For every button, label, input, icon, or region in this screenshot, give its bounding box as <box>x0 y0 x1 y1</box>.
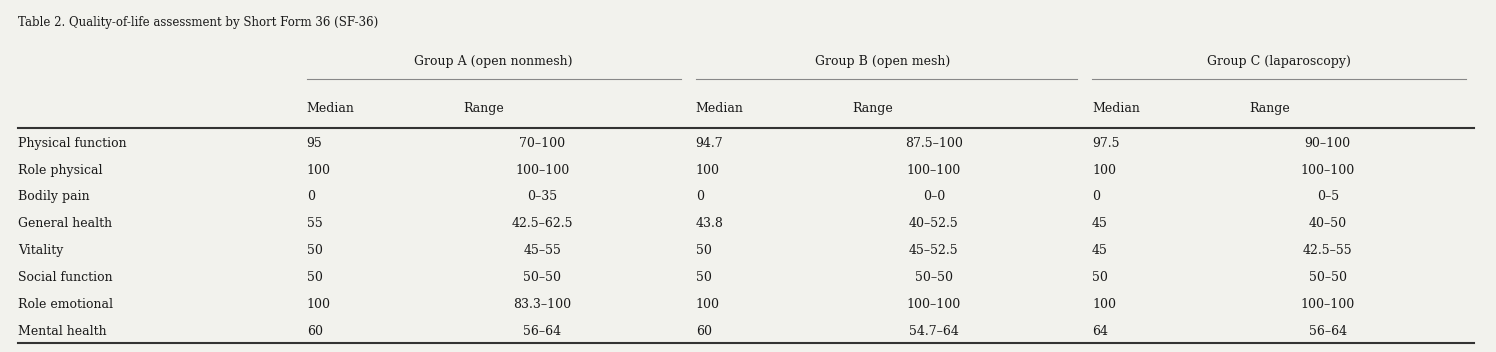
Text: Range: Range <box>464 102 504 115</box>
Text: 56–64: 56–64 <box>524 325 561 338</box>
Text: 50: 50 <box>696 271 712 284</box>
Text: 42.5–62.5: 42.5–62.5 <box>512 217 573 230</box>
Text: Group B (open mesh): Group B (open mesh) <box>815 55 950 68</box>
Text: 50: 50 <box>307 244 323 257</box>
Text: 83.3–100: 83.3–100 <box>513 298 571 311</box>
Text: 0: 0 <box>1092 190 1100 203</box>
Text: 87.5–100: 87.5–100 <box>905 137 963 150</box>
Text: 50: 50 <box>1092 271 1109 284</box>
Text: 70–100: 70–100 <box>519 137 565 150</box>
Text: Group A (open nonmesh): Group A (open nonmesh) <box>414 55 573 68</box>
Text: 40–50: 40–50 <box>1309 217 1346 230</box>
Text: Table 2. Quality-of-life assessment by Short Form 36 (SF-36): Table 2. Quality-of-life assessment by S… <box>18 16 378 29</box>
Text: 45–52.5: 45–52.5 <box>910 244 959 257</box>
Text: 100: 100 <box>1092 164 1116 177</box>
Text: 45: 45 <box>1092 217 1109 230</box>
Text: 0: 0 <box>307 190 314 203</box>
Text: 100–100: 100–100 <box>907 298 960 311</box>
Text: Social function: Social function <box>18 271 112 284</box>
Text: 95: 95 <box>307 137 323 150</box>
Text: Median: Median <box>696 102 744 115</box>
Text: 40–52.5: 40–52.5 <box>910 217 959 230</box>
Text: 50–50: 50–50 <box>524 271 561 284</box>
Text: Role physical: Role physical <box>18 164 102 177</box>
Text: 43.8: 43.8 <box>696 217 724 230</box>
Text: 54.7–64: 54.7–64 <box>910 325 959 338</box>
Text: 0–0: 0–0 <box>923 190 945 203</box>
Text: 42.5–55: 42.5–55 <box>1303 244 1352 257</box>
Text: 100–100: 100–100 <box>1300 298 1355 311</box>
Text: 100: 100 <box>696 164 720 177</box>
Text: General health: General health <box>18 217 112 230</box>
Text: 100: 100 <box>307 164 331 177</box>
Text: 64: 64 <box>1092 325 1109 338</box>
Text: 50: 50 <box>307 271 323 284</box>
Text: 55: 55 <box>307 217 323 230</box>
Text: 0–5: 0–5 <box>1316 190 1339 203</box>
Text: 45–55: 45–55 <box>524 244 561 257</box>
Text: Range: Range <box>1249 102 1290 115</box>
Text: 100–100: 100–100 <box>1300 164 1355 177</box>
Text: 100–100: 100–100 <box>515 164 570 177</box>
Text: Range: Range <box>853 102 893 115</box>
Text: Vitality: Vitality <box>18 244 63 257</box>
Text: 100: 100 <box>307 298 331 311</box>
Text: 97.5: 97.5 <box>1092 137 1119 150</box>
Text: 100: 100 <box>696 298 720 311</box>
Text: Bodily pain: Bodily pain <box>18 190 90 203</box>
Text: Physical function: Physical function <box>18 137 127 150</box>
Text: 0: 0 <box>696 190 703 203</box>
Text: 56–64: 56–64 <box>1309 325 1346 338</box>
Text: Group C (laparoscopy): Group C (laparoscopy) <box>1207 55 1351 68</box>
Text: 60: 60 <box>696 325 712 338</box>
Text: Median: Median <box>307 102 355 115</box>
Text: 100–100: 100–100 <box>907 164 960 177</box>
Text: Mental health: Mental health <box>18 325 106 338</box>
Text: 50–50: 50–50 <box>916 271 953 284</box>
Text: 45: 45 <box>1092 244 1109 257</box>
Text: 50–50: 50–50 <box>1309 271 1346 284</box>
Text: 100: 100 <box>1092 298 1116 311</box>
Text: 94.7: 94.7 <box>696 137 723 150</box>
Text: 90–100: 90–100 <box>1305 137 1351 150</box>
Text: Median: Median <box>1092 102 1140 115</box>
Text: Role emotional: Role emotional <box>18 298 114 311</box>
Text: 50: 50 <box>696 244 712 257</box>
Text: 0–35: 0–35 <box>527 190 558 203</box>
Text: 60: 60 <box>307 325 323 338</box>
